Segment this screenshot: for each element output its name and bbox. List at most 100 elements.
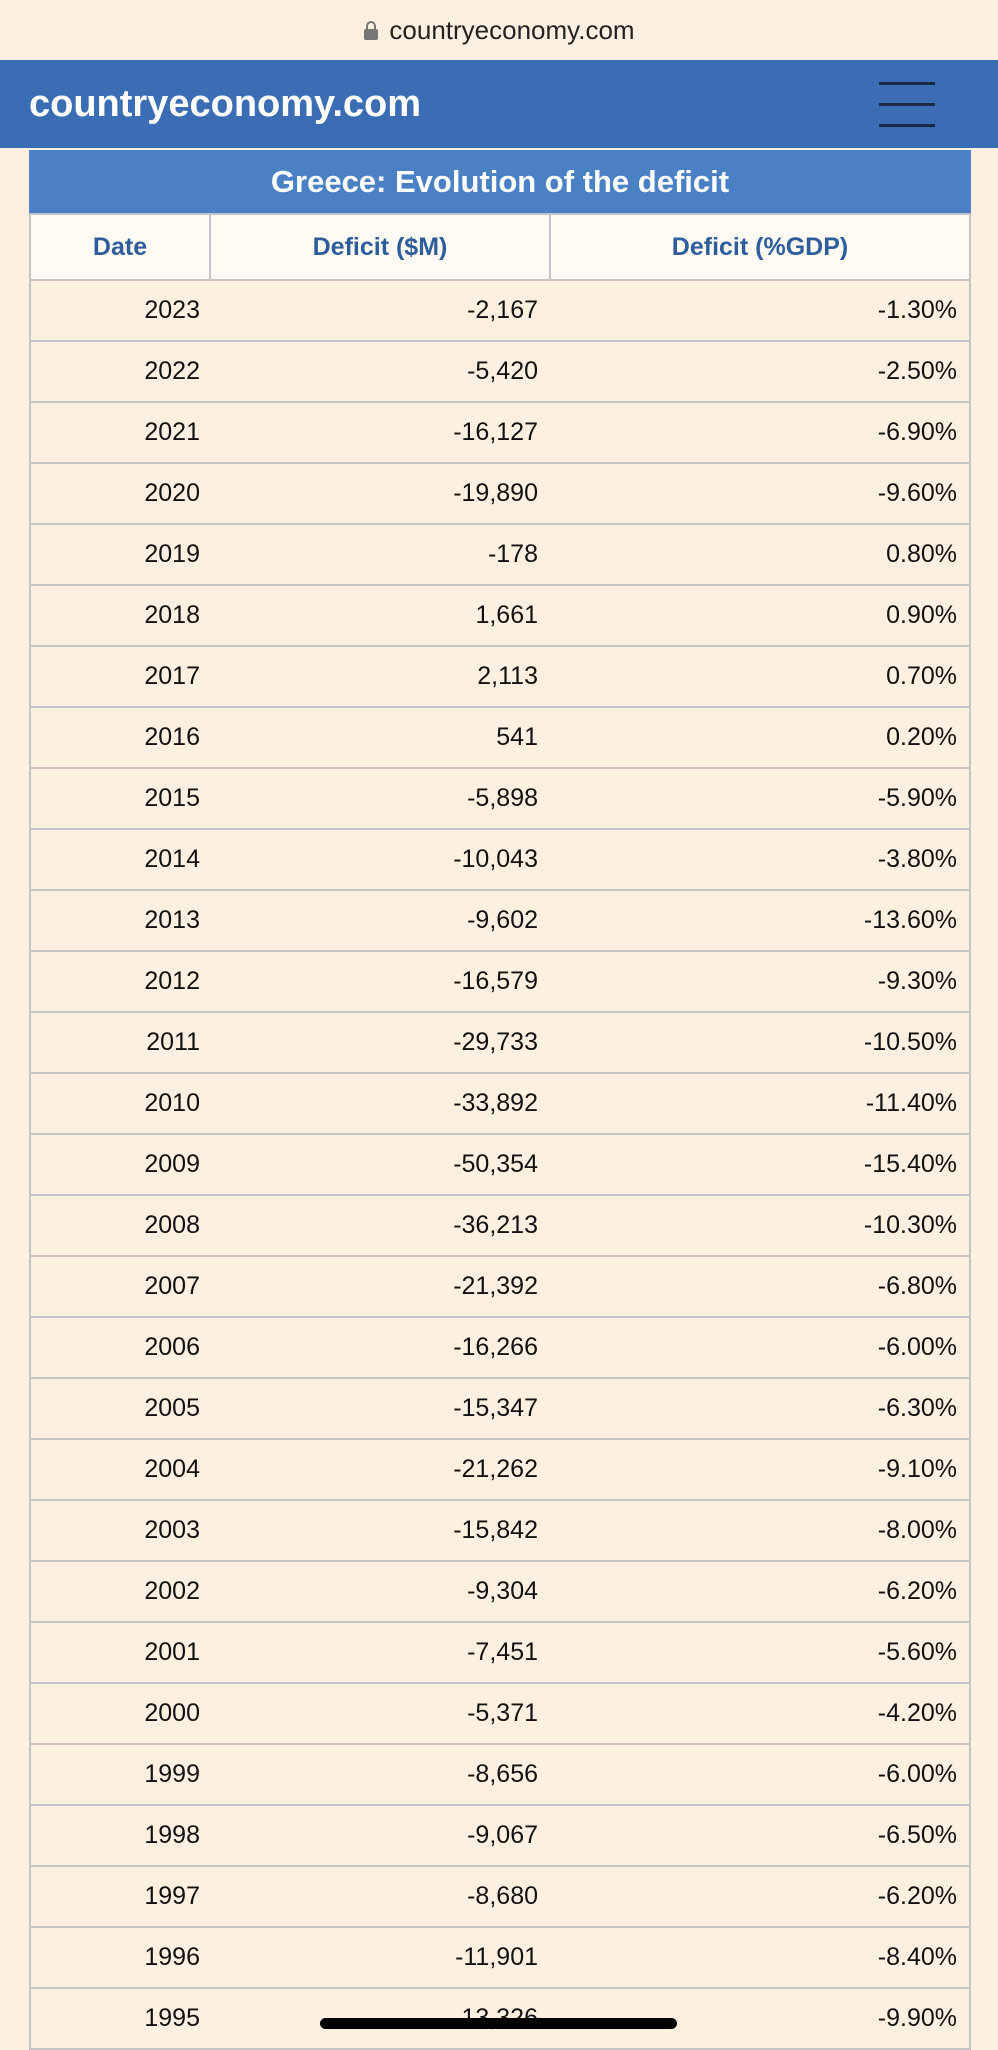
column-header: Deficit (%GDP) [549, 213, 971, 281]
table-cell: -8.00% [550, 1499, 971, 1562]
table-cell: -33,892 [210, 1072, 550, 1135]
table-cell: 2010 [29, 1072, 210, 1135]
table-cell: -16,579 [210, 950, 550, 1013]
table-cell: -5,371 [210, 1682, 550, 1745]
table-row: 2016 541 0.20% [29, 706, 971, 769]
table-cell: -9,602 [210, 889, 550, 952]
table-cell: -15,842 [210, 1499, 550, 1562]
table-row: 2011 -29,733 -10.50% [29, 1011, 971, 1074]
table-cell: -9.30% [550, 950, 971, 1013]
table-row: 2014 -10,043 -3.80% [29, 828, 971, 891]
table-cell: -8,656 [210, 1743, 550, 1806]
table-cell: 1996 [29, 1926, 210, 1989]
table-cell: -10,043 [210, 828, 550, 891]
table-cell: -5.60% [550, 1621, 971, 1684]
table-cell: -10.50% [550, 1011, 971, 1074]
table-cell: 2004 [29, 1438, 210, 1501]
table-cell: 0.90% [550, 584, 971, 647]
table-row: 2010 -33,892 -11.40% [29, 1072, 971, 1135]
table-cell: -2,167 [210, 279, 550, 342]
table-row: 2004 -21,262 -9.10% [29, 1438, 971, 1501]
table-cell: 0.20% [550, 706, 971, 769]
table-row: 2021 -16,127 -6.90% [29, 401, 971, 464]
table-row: 2023 -2,167 -1.30% [29, 279, 971, 342]
table-cell: 2012 [29, 950, 210, 1013]
table-cell: 2001 [29, 1621, 210, 1684]
table-cell: 2002 [29, 1560, 210, 1623]
table-cell: 2017 [29, 645, 210, 708]
table-cell: 2016 [29, 706, 210, 769]
table-row: 2008 -36,213 -10.30% [29, 1194, 971, 1257]
table-row: 2022 -5,420 -2.50% [29, 340, 971, 403]
menu-button[interactable] [879, 82, 935, 128]
url-bar[interactable]: countryeconomy.com [0, 0, 998, 60]
table-cell: 2015 [29, 767, 210, 830]
table-cell: -9,304 [210, 1560, 550, 1623]
table-cell: 1995 [29, 1987, 210, 2050]
table-row: 1997 -8,680 -6.20% [29, 1865, 971, 1928]
table-row: 1999 -8,656 -6.00% [29, 1743, 971, 1806]
table-cell: -29,733 [210, 1011, 550, 1074]
table-row: 2018 1,661 0.90% [29, 584, 971, 647]
table-cell: -8.40% [550, 1926, 971, 1989]
table-cell: -6.90% [550, 401, 971, 464]
table-cell: -21,392 [210, 1255, 550, 1318]
table-row: 2000 -5,371 -4.20% [29, 1682, 971, 1745]
table-cell: 2011 [29, 1011, 210, 1074]
table-row: 2006 -16,266 -6.00% [29, 1316, 971, 1379]
table-cell: -3.80% [550, 828, 971, 891]
table-cell: -2.50% [550, 340, 971, 403]
table-cell: -5.90% [550, 767, 971, 830]
table-cell: -9.60% [550, 462, 971, 525]
table-cell: -5,420 [210, 340, 550, 403]
table-cell: 2000 [29, 1682, 210, 1745]
table-cell: 0.80% [550, 523, 971, 586]
table-cell: -19,890 [210, 462, 550, 525]
table-row: 2001 -7,451 -5.60% [29, 1621, 971, 1684]
table-cell: 2014 [29, 828, 210, 891]
table-cell: -8,680 [210, 1865, 550, 1928]
table-cell: 2021 [29, 401, 210, 464]
table-cell: -6.00% [550, 1316, 971, 1379]
table-cell: 2009 [29, 1133, 210, 1196]
table-cell: 1998 [29, 1804, 210, 1867]
table-row: 2013 -9,602 -13.60% [29, 889, 971, 952]
table-cell: 2007 [29, 1255, 210, 1318]
table-cell: -15.40% [550, 1133, 971, 1196]
table-cell: -16,266 [210, 1316, 550, 1379]
table-row: 2019 -178 0.80% [29, 523, 971, 586]
table-cell: -6.30% [550, 1377, 971, 1440]
table-cell: -15,347 [210, 1377, 550, 1440]
table-cell: -5,898 [210, 767, 550, 830]
table-cell: 2019 [29, 523, 210, 586]
table-cell: 2003 [29, 1499, 210, 1562]
table-cell: -178 [210, 523, 550, 586]
table-cell: 2008 [29, 1194, 210, 1257]
column-header: Date [29, 213, 211, 281]
table-row: 2007 -21,392 -6.80% [29, 1255, 971, 1318]
table-cell: 2005 [29, 1377, 210, 1440]
table-cell: 0.70% [550, 645, 971, 708]
table-cell: -13.60% [550, 889, 971, 952]
table-row: 2003 -15,842 -8.00% [29, 1499, 971, 1562]
site-name[interactable]: countryeconomy.com [29, 83, 422, 125]
site-header: countryeconomy.com [0, 60, 998, 148]
table-cell: -50,354 [210, 1133, 550, 1196]
table-cell: 2023 [29, 279, 210, 342]
table-cell: -9.10% [550, 1438, 971, 1501]
column-header: Deficit ($M) [209, 213, 551, 281]
table-cell: -6.20% [550, 1560, 971, 1623]
table-row: 2009 -50,354 -15.40% [29, 1133, 971, 1196]
table-cell: 1,661 [210, 584, 550, 647]
table-row: 1996 -11,901 -8.40% [29, 1926, 971, 1989]
table-cell: -9,067 [210, 1804, 550, 1867]
table-cell: -6.50% [550, 1804, 971, 1867]
table-cell: -6.20% [550, 1865, 971, 1928]
table-row: 2005 -15,347 -6.30% [29, 1377, 971, 1440]
table-cell: 2006 [29, 1316, 210, 1379]
table-cell: 2022 [29, 340, 210, 403]
table-cell: 2013 [29, 889, 210, 952]
table-cell: -4.20% [550, 1682, 971, 1745]
table-cell: 1999 [29, 1743, 210, 1806]
table-cell: -6.00% [550, 1743, 971, 1806]
